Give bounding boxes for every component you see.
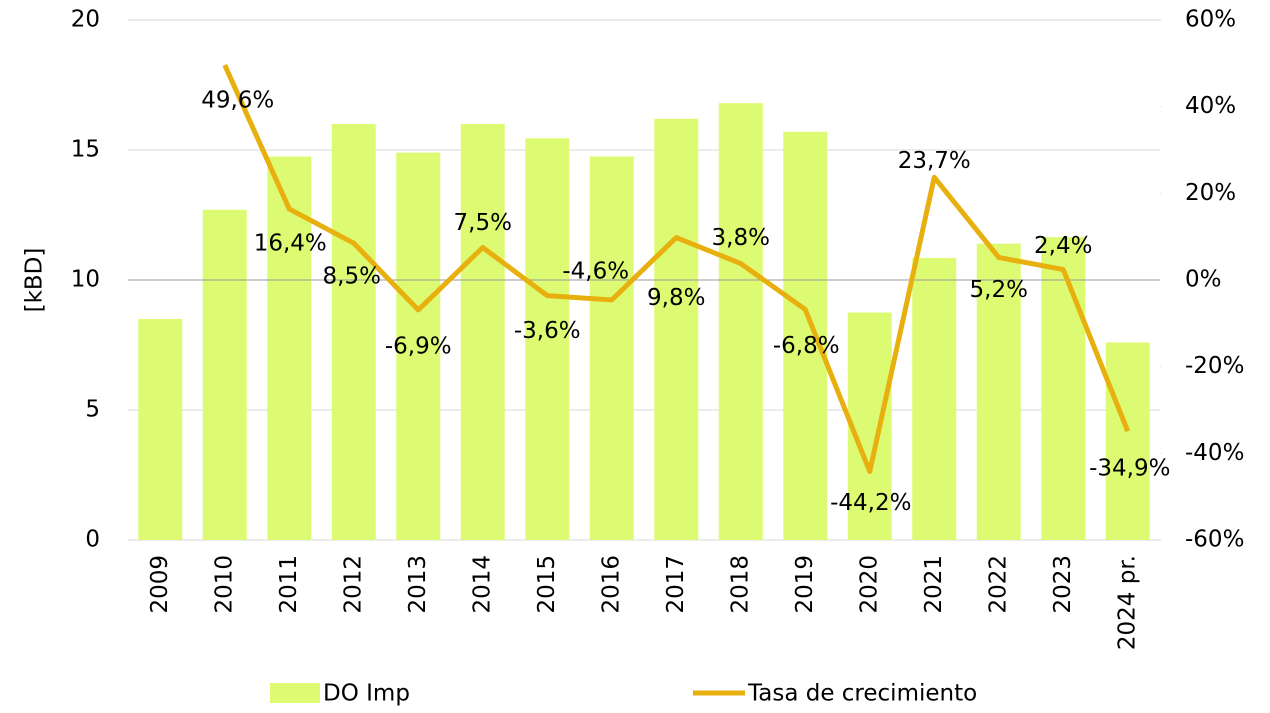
y-tick-label: 20 bbox=[71, 7, 100, 33]
bar bbox=[589, 156, 634, 540]
data-label: -3,6% bbox=[514, 318, 581, 344]
legend-swatch bbox=[270, 683, 320, 703]
legend-label: DO Imp bbox=[323, 681, 410, 707]
y2-tick-label: 0% bbox=[1185, 267, 1222, 293]
data-label: 5,2% bbox=[970, 277, 1028, 303]
legend-label: Tasa de crecimiento bbox=[747, 681, 977, 707]
y2-tick-label: 60% bbox=[1185, 7, 1236, 33]
y-tick-label: 10 bbox=[71, 267, 100, 293]
bar bbox=[202, 209, 247, 541]
bar bbox=[396, 152, 441, 540]
y-tick-label: 5 bbox=[85, 397, 100, 423]
y2-tick-label: -60% bbox=[1185, 527, 1244, 553]
y2-tick-label: -40% bbox=[1185, 440, 1244, 466]
data-label: 23,7% bbox=[898, 148, 971, 174]
x-tick-label: 2012 bbox=[340, 555, 366, 614]
bar bbox=[138, 319, 183, 540]
x-tick-label: 2017 bbox=[663, 555, 689, 614]
bar bbox=[1105, 342, 1150, 540]
x-tick-label: 2015 bbox=[534, 555, 560, 614]
bar bbox=[654, 118, 699, 541]
bar bbox=[331, 124, 376, 540]
data-label: 3,8% bbox=[712, 225, 770, 251]
bar bbox=[460, 124, 505, 540]
bar bbox=[976, 243, 1021, 540]
x-tick-label: 2011 bbox=[276, 555, 302, 614]
data-label: -44,2% bbox=[830, 490, 911, 516]
x-tick-label: 2009 bbox=[147, 555, 173, 614]
x-tick-label: 2019 bbox=[792, 555, 818, 614]
y2-tick-label: -20% bbox=[1185, 353, 1244, 379]
x-tick-label: 2014 bbox=[469, 555, 495, 614]
data-label: -34,9% bbox=[1089, 456, 1170, 482]
x-tick-label: 2013 bbox=[405, 555, 431, 614]
x-tick-label: 2010 bbox=[211, 555, 237, 614]
y2-tick-label: 20% bbox=[1185, 180, 1236, 206]
data-label: 16,4% bbox=[254, 230, 327, 256]
bar bbox=[267, 156, 312, 540]
x-tick-label: 2022 bbox=[985, 555, 1011, 614]
data-label: -6,8% bbox=[773, 333, 840, 359]
data-label: 2,4% bbox=[1034, 233, 1092, 259]
x-tick-label: 2024 pr. bbox=[1114, 555, 1140, 650]
x-tick-label: 2018 bbox=[727, 555, 753, 614]
x-tick-label: 2016 bbox=[598, 555, 624, 614]
data-label: -4,6% bbox=[562, 258, 629, 284]
y2-tick-label: 40% bbox=[1185, 93, 1236, 119]
data-label: 49,6% bbox=[201, 88, 274, 114]
data-label: 7,5% bbox=[454, 210, 512, 236]
x-tick-label: 2020 bbox=[856, 555, 882, 614]
bar bbox=[1041, 237, 1086, 540]
bar bbox=[525, 138, 570, 541]
bar bbox=[912, 257, 957, 540]
y-tick-label: 15 bbox=[71, 137, 100, 163]
x-tick-label: 2021 bbox=[921, 555, 947, 614]
line bbox=[222, 64, 1131, 475]
y-axis-title: [kBD] bbox=[22, 248, 48, 313]
bar bbox=[783, 131, 828, 541]
data-label: 9,8% bbox=[647, 285, 705, 311]
data-label: 8,5% bbox=[323, 264, 381, 290]
data-label: -6,9% bbox=[385, 333, 452, 359]
bar bbox=[847, 312, 892, 540]
x-tick-label: 2023 bbox=[1050, 555, 1076, 614]
y-tick-label: 0 bbox=[85, 527, 100, 553]
bar bbox=[718, 103, 763, 540]
